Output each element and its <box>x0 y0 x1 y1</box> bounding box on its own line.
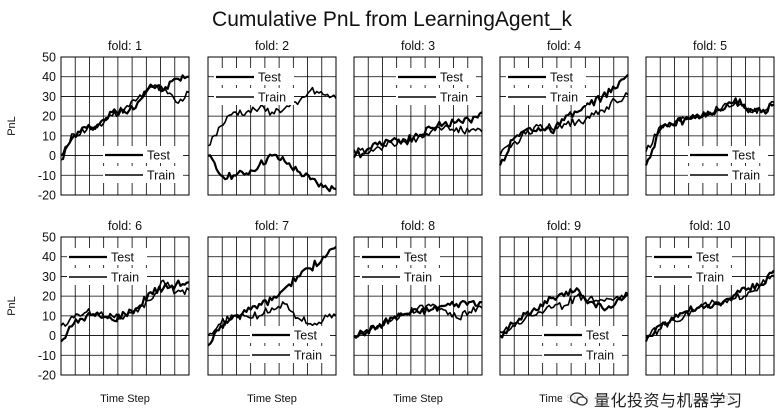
panel-frame <box>499 236 629 376</box>
panel-3: fold: 3 Test Train <box>353 39 483 196</box>
series-line-train <box>645 274 775 339</box>
panel-title: fold: 3 <box>401 39 435 53</box>
series-line-test <box>207 153 337 193</box>
panel-7: fold: 7 Time Step Test Train <box>207 219 337 405</box>
y-tick-label: -20 <box>38 369 56 383</box>
series-line-train <box>499 291 629 334</box>
panel-1: fold: 1 50 40 30 20 10 0 -10 -20 PnL Test Train <box>6 39 190 203</box>
y-tick-label: 30 <box>42 90 56 104</box>
panel-frame <box>645 56 775 196</box>
y-tick-label: 50 <box>42 51 56 65</box>
legend-label: Train <box>294 349 322 363</box>
panel-title: fold: 1 <box>108 39 142 53</box>
legend-label: Test <box>147 149 170 163</box>
panel-title: fold: 10 <box>689 219 730 233</box>
legend-label: Train <box>586 349 614 363</box>
legend-label: Test <box>550 71 573 85</box>
panel-8: fold: 8 Time Step Test Train <box>353 219 483 405</box>
series-line-train <box>207 86 337 147</box>
y-tick-label: 10 <box>42 309 56 323</box>
panel-frame <box>60 56 190 196</box>
series-line-train <box>499 92 629 156</box>
y-tick-label: 0 <box>49 329 56 343</box>
panel-frame <box>353 236 483 376</box>
legend-label: Train <box>696 271 724 285</box>
legend-label: Test <box>404 251 427 265</box>
legend-label: Test <box>732 149 755 163</box>
y-tick-label: -20 <box>38 189 56 203</box>
series-line-test <box>498 73 629 166</box>
legend-label: Test <box>111 251 134 265</box>
panels-grid: fold: 150403020100-10-20PnLTestTrainfold… <box>6 39 775 405</box>
panel-frame <box>60 236 190 376</box>
series-line-train <box>207 301 337 337</box>
panel-title: fold: 6 <box>108 219 142 233</box>
y-tick-label: 40 <box>42 70 56 84</box>
panel-5: fold: 5 Test Train <box>644 39 775 196</box>
wechat-logo-icon <box>570 392 588 406</box>
x-axis-label: Time Step <box>100 393 150 405</box>
legend-label: Test <box>696 251 719 265</box>
y-tick-label: 30 <box>42 270 56 284</box>
legend-label: Test <box>440 71 463 85</box>
panel-frame <box>499 56 629 196</box>
y-axis-label: PnL <box>6 116 18 136</box>
legend-label: Test <box>258 71 281 85</box>
figure-title: Cumulative PnL from LearningAgent_k <box>212 8 572 31</box>
legend-label: Train <box>147 169 175 183</box>
series-line-test <box>644 269 775 342</box>
y-axis-label: PnL <box>6 296 18 316</box>
y-tick-label: 0 <box>49 149 56 163</box>
series-line-train <box>353 124 483 155</box>
legend-label: Train <box>111 271 139 285</box>
watermark-text: 量化投资与机器学习 <box>594 393 743 410</box>
y-tick-label: 40 <box>42 250 56 264</box>
panel-frame <box>207 56 337 196</box>
legend-label: Train <box>440 91 468 105</box>
legend-label: Train <box>732 169 760 183</box>
y-tick-label: 20 <box>42 110 56 124</box>
y-tick-label: 10 <box>42 129 56 143</box>
panel-title: fold: 2 <box>255 39 289 53</box>
panel-frame <box>645 236 775 376</box>
panel-title: fold: 8 <box>401 219 435 233</box>
y-tick-label: -10 <box>38 169 56 183</box>
series-line-test <box>499 287 629 339</box>
series-line-test <box>60 74 190 161</box>
panel-title: fold: 7 <box>255 219 289 233</box>
panel-title: fold: 9 <box>547 219 581 233</box>
legend-label: Test <box>294 329 317 343</box>
panel-4: fold: 4 Test Train <box>498 39 629 196</box>
series-line-train <box>60 84 190 157</box>
series-line-test <box>60 279 190 343</box>
legend-label: Test <box>586 329 609 343</box>
y-tick-label: 50 <box>42 231 56 245</box>
panel-title: fold: 4 <box>547 39 581 53</box>
legend-label: Train <box>550 91 578 105</box>
y-tick-label: 20 <box>42 290 56 304</box>
panel-frame <box>207 236 337 376</box>
legend-label: Train <box>404 271 432 285</box>
series-line-train <box>353 303 483 339</box>
series-line-test <box>353 299 482 339</box>
series-line-test <box>353 111 483 159</box>
series-line-train <box>645 100 775 152</box>
panel-6: fold: 6 50 40 30 20 10 0 -10 -20 PnL Time Step Test… <box>6 219 190 405</box>
series-line-train <box>60 279 190 327</box>
x-axis-label: Time Step <box>393 393 443 405</box>
watermark: 量化投资与机器学习 <box>562 387 784 411</box>
y-tick-label: -10 <box>38 349 56 363</box>
panel-frame <box>353 56 483 196</box>
panel-title: fold: 5 <box>693 39 727 53</box>
legend-label: Train <box>258 91 286 105</box>
x-axis-label: Time Step <box>247 393 297 405</box>
panel-2: fold: 2 Test Train <box>207 39 337 196</box>
